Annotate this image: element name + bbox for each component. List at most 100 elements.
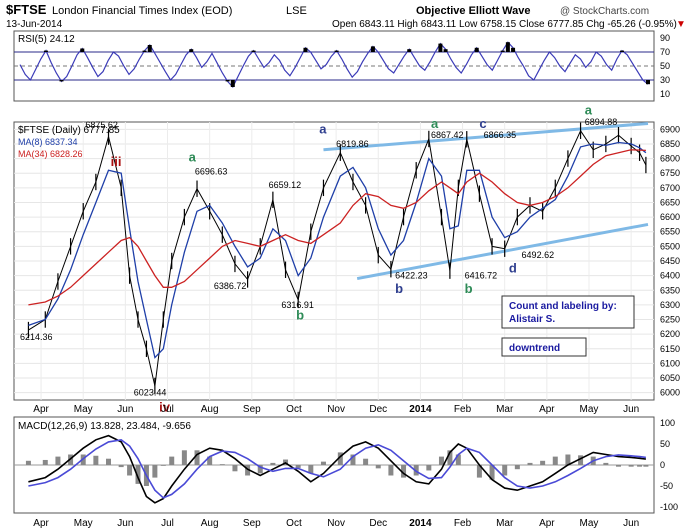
price-tick-label: 6900 [660,124,680,134]
price-value-label: 6659.12 [269,180,302,190]
price-tick-label: 6600 [660,212,680,222]
price-tick-label: 6250 [660,315,680,325]
price-tick-label: 6550 [660,227,680,237]
macd-x-label: Apr [539,518,555,529]
macd-x-label: Mar [496,518,514,529]
macd-line [28,434,647,504]
price-x-label: Aug [201,404,219,415]
price-tick-label: 6750 [660,168,680,178]
price-x-label: Sep [243,404,261,415]
price-x-label: Jun [117,404,133,415]
price-value-label: 6023.44 [134,388,167,398]
macd-x-label: May [74,518,93,529]
price-tick-label: 6000 [660,388,680,398]
price-x-label: Oct [286,404,302,415]
price-value-label: 6416.72 [465,271,498,281]
ma34-line [28,149,646,306]
price-line [28,129,647,387]
price-tick-label: 6050 [660,373,680,383]
price-value-label: 6696.63 [195,167,228,177]
ma8-line [28,141,647,359]
rsi-legend: RSI(5) 24.12 [18,34,75,45]
macd-x-label: Jun [117,518,133,529]
chart-center-title: Objective Elliott Wave [416,5,531,17]
price-x-label: Feb [454,404,472,415]
macd-x-label: Apr [33,518,49,529]
macd-x-label: Nov [327,518,345,529]
price-value-label: 6316.91 [281,300,314,310]
downtrend-label: downtrend [509,343,560,354]
price-x-label: Jul [161,404,174,415]
rsi-panel [13,30,655,102]
price-legend-main: $FTSE (Daily) 6777.85 [18,125,120,136]
index-name: London Financial Times Index (EOD) [52,5,232,17]
price-tick-label: 6850 [660,139,680,149]
symbol-title: $FTSE [6,2,47,17]
price-x-label: Apr [539,404,555,415]
wave-label: a [585,103,593,118]
macd-x-label: May [580,518,599,529]
credit-line-1: Count and labeling by: [509,301,617,312]
macd-x-label: Jul [161,518,174,529]
trend-channel-line [323,121,649,152]
macd-layer: 100 50 0 -50 -100 Apr May Jun Jul Aug Sep Oct Nov Dec… [14,418,678,529]
wave-label: c [479,116,486,131]
trend-channel-line [356,222,649,281]
macd-x-label: Dec [369,518,387,529]
macd-x-label: Sep [243,518,261,529]
price-x-label: Nov [327,404,345,415]
down-marker: ▼ [676,19,686,30]
price-tick-label: 6300 [660,300,680,310]
price-tick-label: 6200 [660,329,680,339]
price-x-label: May [580,404,599,415]
credit-note: Count and labeling by: Alistair S. [501,295,635,329]
macd-tick-label: -50 [660,481,673,491]
price-value-label: 6867.42 [431,130,464,140]
rsi-layer: 90 70 50 30 10 [14,33,670,99]
wave-label: iii [111,154,122,169]
price-x-label: Dec [369,404,387,415]
price-tick-label: 6150 [660,344,680,354]
macd-tick-label: 50 [660,439,670,449]
macd-tick-label: 100 [660,418,675,428]
price-tick-label: 6800 [660,154,680,164]
downtrend-note: downtrend [501,337,587,357]
wave-label: b [395,281,403,296]
price-value-label: 6875.62 [85,120,118,130]
exchange-label: LSE [286,5,307,17]
wave-label: a [189,150,197,165]
price-x-label: May [74,404,93,415]
macd-legend: MACD(12,26,9) 13.828, 23.484, -9.656 [18,421,191,432]
price-value-label: 6386.72 [214,281,247,291]
macd-x-label: Jun [623,518,639,529]
price-x-label: Mar [496,404,514,415]
wave-label: a [319,122,327,137]
macd-x-label: Oct [286,518,302,529]
rsi-tick-label: 10 [660,89,670,99]
wave-label: b [465,281,473,296]
price-tick-label: 6650 [660,197,680,207]
macd-tick-label: 0 [660,460,665,470]
rsi-tick-label: 90 [660,33,670,43]
brand-label: @ StockCharts.com [560,6,649,17]
rsi-tick-label: 50 [660,61,670,71]
chart-date: 13-Jun-2014 [6,19,63,30]
wave-label: d [509,261,517,276]
price-legend-ma8: MA(8) 6837.34 [18,137,78,147]
price-value-label: 6819.86 [336,139,369,149]
rsi-tick-label: 30 [660,75,670,85]
price-tick-label: 6400 [660,271,680,281]
price-tick-label: 6500 [660,241,680,251]
wave-label: b [296,308,304,323]
quote-line: Open 6843.11 High 6843.11 Low 6758.15 Cl… [332,19,677,30]
price-tick-label: 6350 [660,285,680,295]
macd-signal-line [28,438,647,499]
price-tick-label: 6700 [660,183,680,193]
credit-line-2: Alistair S. [509,314,555,325]
macd-x-label: Aug [201,518,219,529]
rsi-tick-label: 70 [660,47,670,57]
price-x-label: Jun [623,404,639,415]
price-value-label: 6422.23 [395,271,428,281]
price-value-label: 6214.36 [20,332,53,342]
